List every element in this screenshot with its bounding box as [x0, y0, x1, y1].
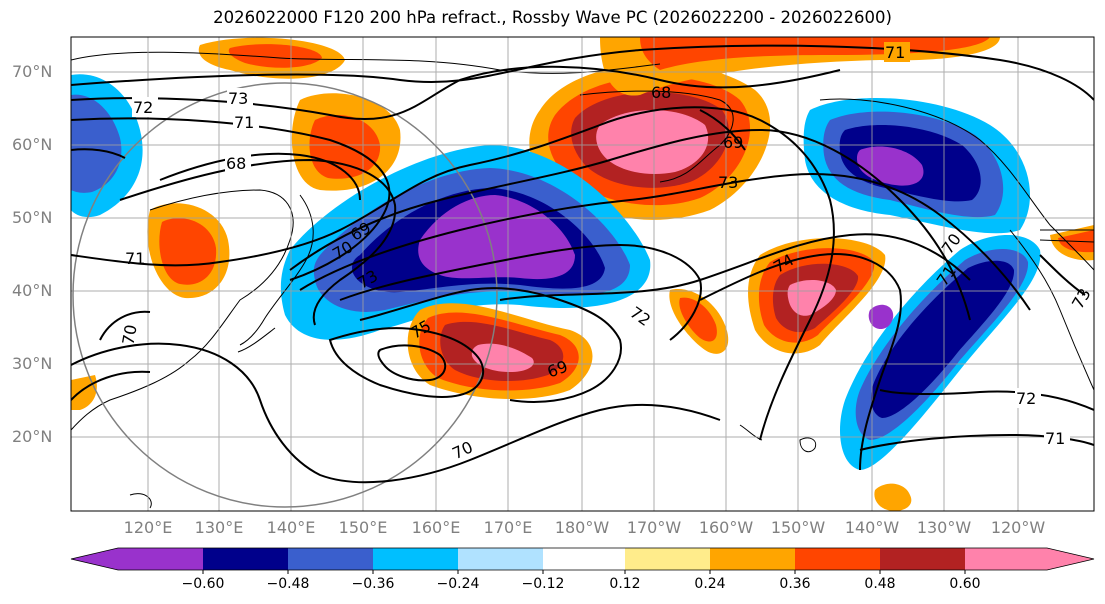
lat-label: 50°N [12, 208, 53, 227]
lat-label: 20°N [12, 427, 53, 446]
colorbar-extend-min [71, 548, 118, 570]
colorbar-outline [70, 547, 1095, 571]
lon-label: 160°E [411, 518, 461, 537]
contour-label: 70 [118, 323, 140, 346]
contour-label: 68 [651, 83, 671, 102]
map-title: 2026022000 F120 200 hPa refract., Rossby… [213, 8, 892, 27]
map-content: 71 73 72 71 68 69 70 73 71 70 75 69 72 6… [71, 37, 1095, 511]
colorbar-bin [880, 548, 965, 570]
colorbar-tick-label: −0.36 [351, 576, 395, 592]
colorbar-ticks [202, 570, 966, 574]
colorbar-tick-label: 0.48 [864, 576, 896, 592]
lat-label: 30°N [12, 354, 53, 373]
contour-label: 71 [234, 113, 254, 132]
positive-anomaly-northwest [147, 37, 401, 299]
contour-label: 73 [228, 89, 248, 108]
lon-label: 170°W [626, 518, 682, 537]
contour-label: 72 [133, 98, 153, 117]
lon-label: 150°W [770, 518, 826, 537]
colorbar-bin [625, 548, 710, 570]
colorbar-bin [710, 548, 795, 570]
contour-label: 72 [626, 303, 654, 330]
contour-label: 72 [1016, 389, 1036, 408]
colorbar-tick-label: −0.12 [521, 576, 565, 592]
lon-label: 130°E [194, 518, 244, 537]
contour-label: 73 [718, 173, 738, 192]
colorbar-bin [203, 548, 288, 570]
lon-label: 120°E [123, 518, 173, 537]
map-frame [70, 36, 1095, 512]
lon-label: 150°E [338, 518, 388, 537]
colorbar-tick-label: 0.24 [694, 576, 726, 592]
colorbar-bin [458, 548, 543, 570]
graticule [71, 37, 1094, 511]
lon-label: 170°E [483, 518, 533, 537]
colorbar-tick-label: −0.60 [181, 576, 225, 592]
contour-label: 71 [125, 249, 145, 268]
refractivity-contours [71, 44, 1094, 484]
colorbar-bin [965, 548, 1047, 570]
lon-label: 180°W [554, 518, 610, 537]
lon-label: 140°E [266, 518, 316, 537]
colorbar [70, 547, 1095, 574]
colorbar-tick-label: 0.12 [609, 576, 641, 592]
colorbar-bin [795, 548, 880, 570]
coastlines [71, 51, 1094, 509]
lat-label: 40°N [12, 281, 53, 300]
lat-label: 60°N [12, 135, 53, 154]
contour-label: 68 [226, 154, 246, 173]
colorbar-tick-label: 0.36 [779, 576, 811, 592]
colorbar-tick-label: 0.60 [949, 576, 981, 592]
negative-anomaly-gulf-of-alaska [803, 98, 1030, 234]
contour-label: 69 [723, 133, 743, 152]
colorbar-tick-label: −0.24 [436, 576, 480, 592]
colorbar-bin [373, 548, 458, 570]
contour-label: 71 [1045, 429, 1065, 448]
colorbar-bin [288, 548, 373, 570]
contour-label: 73 [1068, 285, 1095, 312]
contour-label: 71 [885, 43, 905, 62]
colorbar-tick-label: −0.48 [266, 576, 310, 592]
lat-label: 70°N [12, 62, 53, 81]
lon-label: 140°W [844, 518, 900, 537]
lon-label: 120°W [990, 518, 1046, 537]
colorbar-bin [543, 548, 625, 570]
reference-circle [72, 82, 498, 508]
colorbar-bin [118, 548, 203, 570]
lon-label: 130°W [916, 518, 972, 537]
lon-label: 160°W [698, 518, 754, 537]
positive-anomaly-north-pacific [529, 63, 771, 220]
colorbar-extend-max [1047, 548, 1094, 570]
